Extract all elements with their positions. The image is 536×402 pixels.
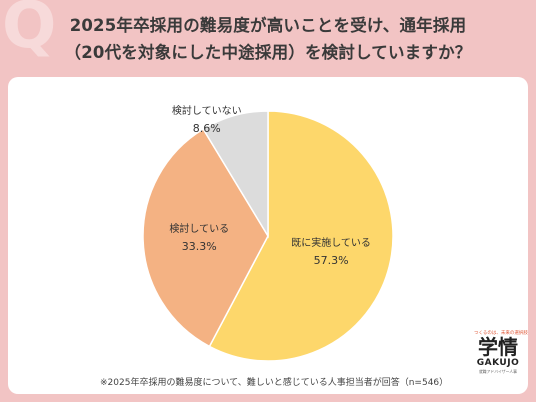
slice-label-not-considering-value: 8.6% bbox=[192, 122, 221, 136]
footnote: ※2025年卒採用の難易度について、難しいと感じている人事担当者が回答（n=54… bbox=[100, 378, 449, 388]
title-line-1: 2025年卒採用の難易度が高いことを受け、通年採用 bbox=[69, 16, 467, 35]
pie-slice-considering bbox=[142, 128, 269, 348]
title-line-2: （20代を対象にした中途採用）を検討していますか？ bbox=[64, 43, 472, 62]
q-watermark: Q bbox=[2, 0, 57, 63]
slice-label-not-considering: 検討していない 8.6% bbox=[172, 103, 242, 137]
pie-slice-implemented bbox=[208, 110, 394, 362]
slice-label-considering: 検討している 33.3% bbox=[169, 221, 229, 255]
slice-label-considering-name: 検討している bbox=[169, 223, 230, 235]
logo-kanji: 学情 bbox=[478, 335, 518, 359]
slice-label-implemented: 既に実施している 57.3% bbox=[291, 235, 371, 269]
slice-label-considering-value: 33.3% bbox=[181, 239, 217, 253]
gakujo-logo: つくるのは、未来の選択肢 学情 GAKUJO 就職アドバイザー人事 bbox=[474, 330, 528, 375]
pie-chart bbox=[142, 110, 394, 362]
pie-slice-not-considering bbox=[202, 110, 269, 239]
slice-label-implemented-value: 57.3% bbox=[313, 253, 349, 267]
logo-tagline: つくるのは、未来の選択肢 bbox=[474, 331, 528, 336]
question-title: 2025年卒採用の難易度が高いことを受け、通年採用 （20代を対象にした中途採用… bbox=[0, 12, 536, 66]
slice-label-implemented-name: 既に実施している bbox=[291, 237, 371, 249]
logo-sub: 就職アドバイザー人事 bbox=[479, 369, 517, 374]
chart-card: 既に実施している 57.3% 検討している 33.3% 検討していない 8.6% bbox=[8, 77, 528, 394]
logo-brand: GAKUJO bbox=[476, 358, 520, 368]
slice-label-not-considering-name: 検討していない bbox=[171, 106, 242, 118]
